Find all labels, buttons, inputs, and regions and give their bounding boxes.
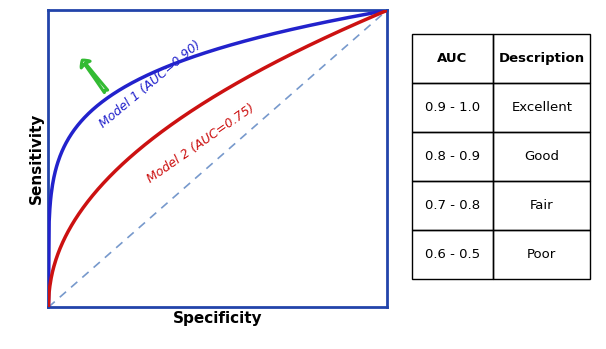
- Bar: [493, 83, 590, 132]
- Y-axis label: Sensitivity: Sensitivity: [29, 113, 44, 205]
- Bar: [493, 181, 590, 230]
- Bar: [411, 181, 493, 230]
- Bar: [411, 83, 493, 132]
- Text: Description: Description: [499, 52, 585, 65]
- Bar: [493, 132, 590, 181]
- Text: Fair: Fair: [530, 199, 554, 212]
- Bar: [411, 34, 493, 83]
- Text: 0.8 - 0.9: 0.8 - 0.9: [425, 150, 480, 163]
- Bar: [493, 230, 590, 279]
- Text: Poor: Poor: [527, 248, 556, 261]
- Text: Excellent: Excellent: [511, 101, 572, 114]
- Bar: [411, 230, 493, 279]
- Text: Model 2 (AUC=0.75): Model 2 (AUC=0.75): [144, 102, 257, 186]
- Text: AUC: AUC: [438, 52, 468, 65]
- Text: 0.7 - 0.8: 0.7 - 0.8: [425, 199, 480, 212]
- X-axis label: Specificity: Specificity: [173, 311, 262, 326]
- Text: 0.9 - 1.0: 0.9 - 1.0: [425, 101, 480, 114]
- Text: 0.6 - 0.5: 0.6 - 0.5: [425, 248, 480, 261]
- Bar: [493, 34, 590, 83]
- Text: Good: Good: [524, 150, 559, 163]
- Text: Model 1 (AUC=0.90): Model 1 (AUC=0.90): [97, 38, 203, 131]
- Bar: [411, 132, 493, 181]
